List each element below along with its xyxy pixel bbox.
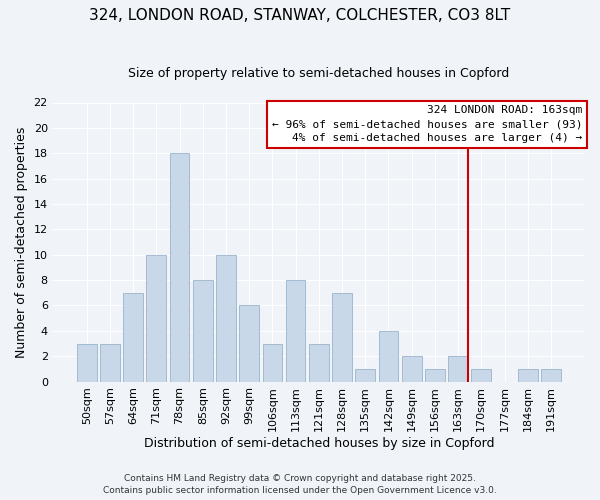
Bar bbox=[286, 280, 305, 382]
Bar bbox=[541, 369, 561, 382]
Bar bbox=[77, 344, 97, 382]
Bar bbox=[263, 344, 282, 382]
Bar bbox=[239, 306, 259, 382]
Bar bbox=[518, 369, 538, 382]
Bar bbox=[472, 369, 491, 382]
Y-axis label: Number of semi-detached properties: Number of semi-detached properties bbox=[15, 126, 28, 358]
X-axis label: Distribution of semi-detached houses by size in Copford: Distribution of semi-detached houses by … bbox=[143, 437, 494, 450]
Bar bbox=[402, 356, 422, 382]
Bar bbox=[146, 254, 166, 382]
Bar bbox=[193, 280, 212, 382]
Bar bbox=[332, 293, 352, 382]
Text: Contains HM Land Registry data © Crown copyright and database right 2025.
Contai: Contains HM Land Registry data © Crown c… bbox=[103, 474, 497, 495]
Bar bbox=[355, 369, 375, 382]
Bar bbox=[170, 153, 190, 382]
Bar bbox=[216, 254, 236, 382]
Bar bbox=[379, 331, 398, 382]
Bar bbox=[100, 344, 120, 382]
Bar bbox=[123, 293, 143, 382]
Bar bbox=[425, 369, 445, 382]
Text: 324, LONDON ROAD, STANWAY, COLCHESTER, CO3 8LT: 324, LONDON ROAD, STANWAY, COLCHESTER, C… bbox=[89, 8, 511, 22]
Title: Size of property relative to semi-detached houses in Copford: Size of property relative to semi-detach… bbox=[128, 68, 509, 80]
Text: 324 LONDON ROAD: 163sqm
← 96% of semi-detached houses are smaller (93)
4% of sem: 324 LONDON ROAD: 163sqm ← 96% of semi-de… bbox=[272, 106, 583, 144]
Bar bbox=[448, 356, 468, 382]
Bar bbox=[309, 344, 329, 382]
